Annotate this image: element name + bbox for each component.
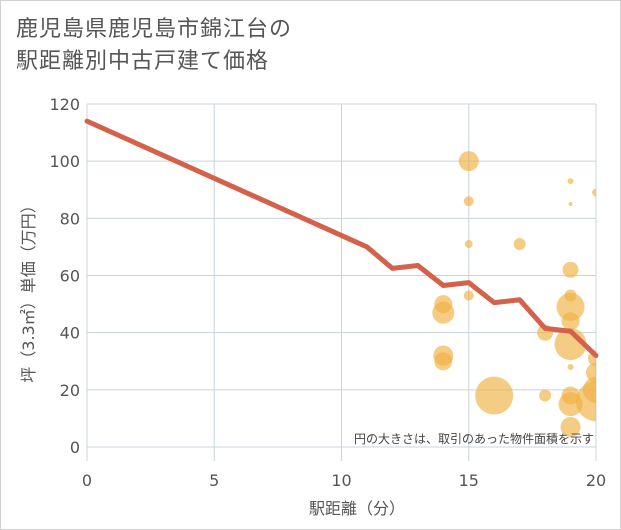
bubble [560, 416, 581, 437]
x-axis-label: 駅距離（分） [309, 499, 405, 518]
y-tick-label: 20 [60, 381, 80, 400]
bubble [561, 312, 580, 331]
y-tick-label: 60 [60, 267, 80, 286]
size-note: 円の大きさは、取引のあった物件面積を示す [354, 431, 594, 446]
y-tick-labels: 0 20 40 60 80 100 120 [49, 95, 80, 457]
y-tick-label: 80 [60, 209, 80, 228]
bubble [567, 363, 574, 370]
x-tick-label: 10 [331, 471, 351, 490]
bubble [576, 381, 596, 422]
bubble [568, 202, 573, 207]
trend-line [84, 118, 599, 359]
bubble-series [432, 151, 596, 437]
x-tick-label: 0 [82, 471, 92, 490]
y-tick-label: 120 [49, 95, 80, 114]
bubble [432, 301, 455, 324]
bubble [475, 376, 514, 415]
y-tick-label: 100 [49, 152, 80, 171]
bubble [464, 240, 473, 249]
trend-series [84, 118, 599, 359]
bubble [562, 261, 579, 278]
x-tick-labels: 0 5 10 15 20 [82, 471, 606, 490]
x-tick-label: 5 [209, 471, 219, 490]
bubble [463, 290, 474, 301]
y-tick-label: 40 [60, 324, 80, 343]
y-axis-label: 坪（3.3㎡）単価（万円） [19, 197, 38, 382]
chart-title-line2: 駅距離別中古戸建て価格 [16, 49, 270, 74]
x-tick-label: 20 [586, 471, 606, 490]
bubble [556, 292, 585, 321]
bubble [434, 352, 453, 371]
bubble [539, 389, 552, 402]
bubble [513, 238, 526, 251]
chart-title-line1: 鹿児島県鹿児島市錦江台の [16, 17, 293, 42]
bubble [567, 178, 574, 185]
bubble [458, 151, 479, 172]
x-tick-label: 15 [459, 471, 479, 490]
y-tick-label: 0 [70, 438, 80, 457]
bubble [592, 188, 596, 197]
bubble [463, 196, 474, 207]
chart-title: 鹿児島県鹿児島市錦江台の 駅距離別中古戸建て価格 [16, 14, 436, 78]
